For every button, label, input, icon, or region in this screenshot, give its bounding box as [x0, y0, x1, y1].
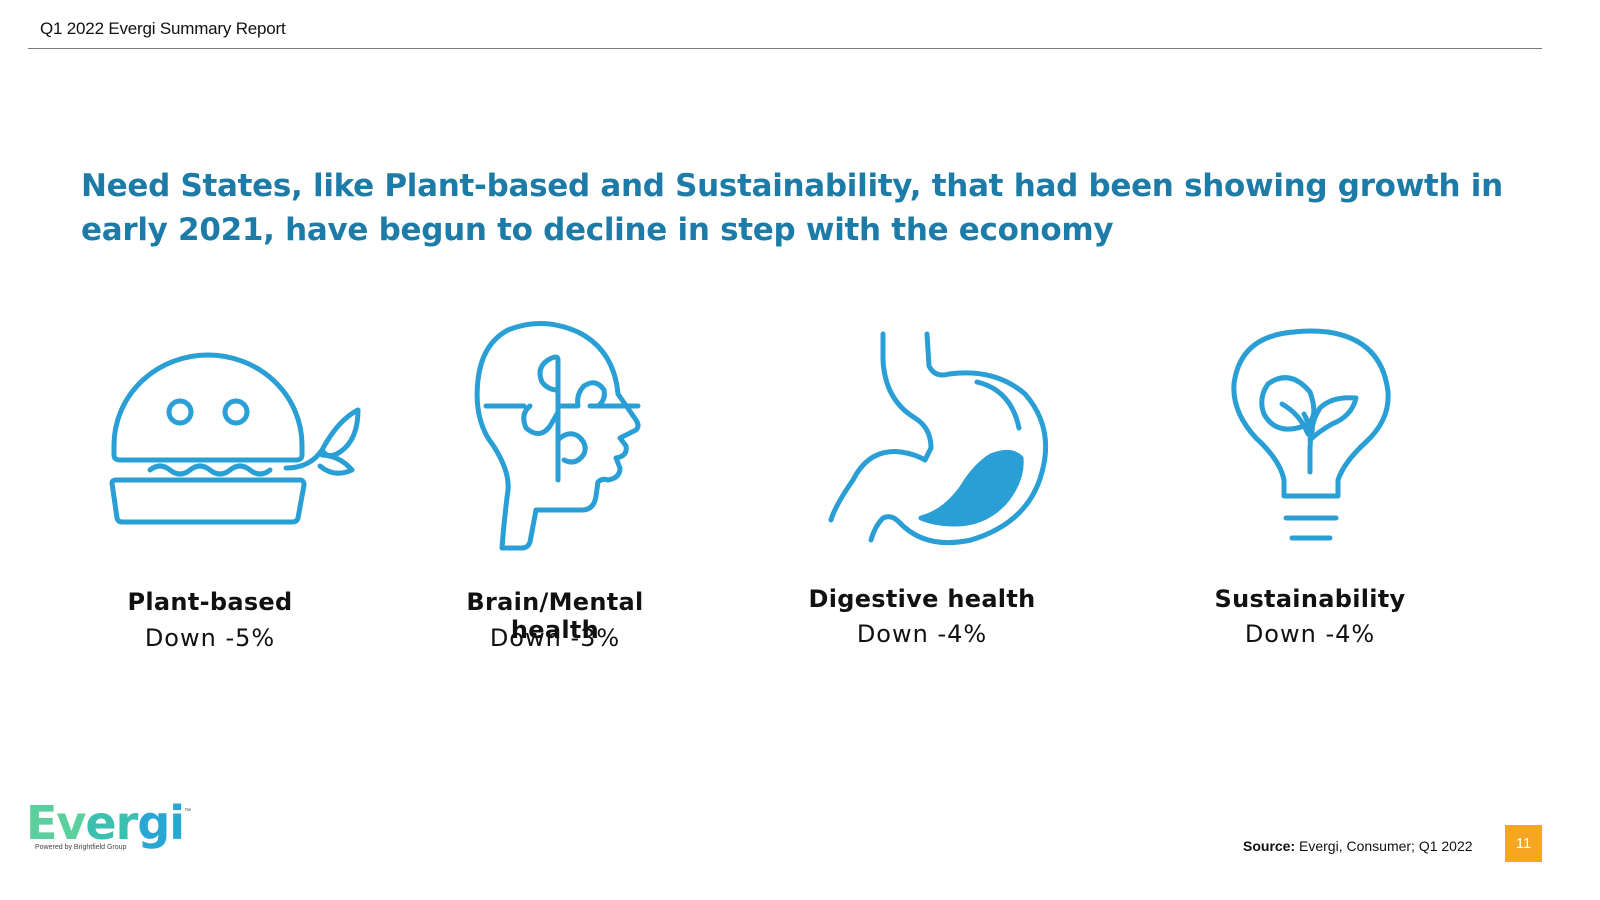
source-text: Evergi, Consumer; Q1 2022 — [1295, 838, 1473, 854]
evergi-logo: Evergi ™ Powered by Brightfield Group — [26, 796, 196, 866]
lightbulb-leaf-icon — [1228, 328, 1394, 548]
need-state-brain-mental-health: Brain/Mental health Down -3% — [420, 300, 690, 670]
source-label: Source: — [1243, 838, 1296, 854]
logo-word-part: gi — [137, 796, 185, 850]
need-state-value: Down -3% — [489, 624, 621, 652]
need-state-value: Down -4% — [856, 620, 988, 648]
page-number: 11 — [1505, 825, 1542, 862]
need-state-sustainability: Sustainability Down -4% — [1160, 290, 1460, 660]
need-state-label: Digestive health — [808, 585, 1036, 613]
headline: Need States, like Plant-based and Sustai… — [81, 168, 1503, 248]
logo-tagline: Powered by Brightfield Group — [35, 844, 127, 851]
plant-based-burger-icon — [90, 300, 370, 575]
need-state-label: Brain/Mental health — [466, 588, 644, 644]
need-state-value: Down -5% — [144, 624, 276, 652]
need-state-value: Down -4% — [1244, 620, 1376, 648]
logo-word-part: er — [85, 796, 138, 850]
need-state-label: Sustainability — [1214, 585, 1406, 613]
need-state-plant-based: Plant-based Down -5% — [90, 300, 370, 670]
need-state-label: Plant-based — [127, 588, 293, 616]
logo-word-part: Ev — [26, 796, 86, 850]
need-state-digestive-health: Digestive health Down -4% — [800, 295, 1080, 665]
stomach-icon — [825, 330, 1055, 550]
source-note: Source: Evergi, Consumer; Q1 2022 — [1243, 838, 1473, 854]
header-title: Q1 2022 Evergi Summary Report — [40, 19, 286, 38]
brain-puzzle-head-icon — [470, 320, 680, 555]
logo-trademark: ™ — [184, 808, 191, 815]
header-divider — [28, 48, 1542, 49]
